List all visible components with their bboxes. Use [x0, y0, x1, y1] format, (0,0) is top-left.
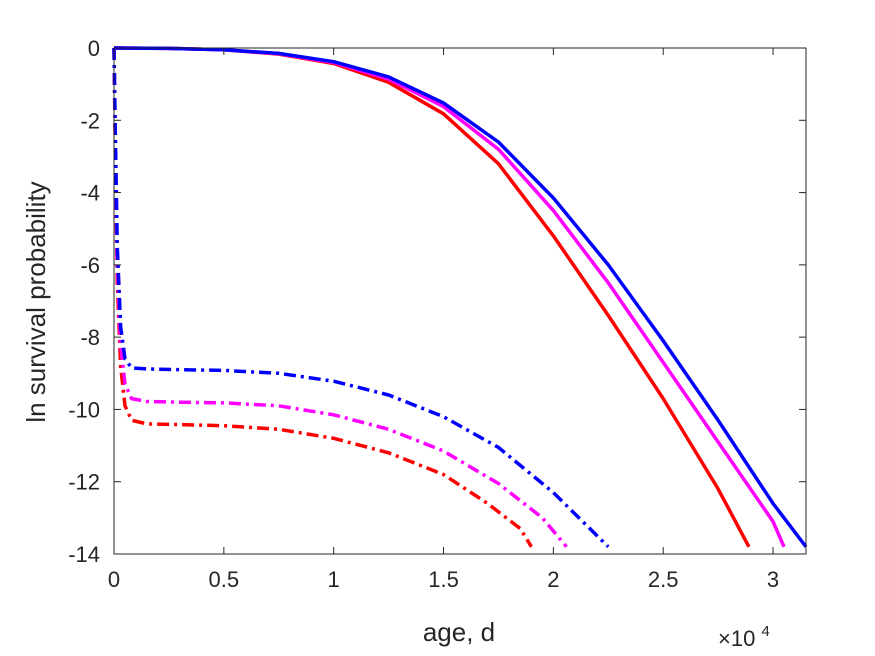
- y-axis-title: ln survival probability: [21, 181, 51, 422]
- plot-frame: [113, 47, 807, 555]
- x-tick-label: 1.5: [428, 567, 459, 592]
- y-tick-label: -4: [80, 181, 100, 206]
- x-tick-label: 1: [328, 567, 340, 592]
- x-tick-label: 0.5: [209, 567, 240, 592]
- x-tick-label: 0: [108, 567, 120, 592]
- ticks-layer: 0 0.5 1 1.5 2 2.5 3 0 -2 -4 -6 -8 -10 -12 -14: [68, 36, 806, 592]
- x-axis-title: age, d: [423, 617, 495, 647]
- x-multiplier-exponent: 4: [761, 623, 769, 640]
- y-tick-label: -12: [68, 470, 100, 495]
- series-line-3: [113, 46, 808, 548]
- x-tick-label: 2.5: [648, 567, 679, 592]
- y-tick-label: -6: [80, 253, 100, 278]
- y-tick-label: -2: [80, 108, 100, 133]
- y-tick-label: -14: [68, 542, 100, 567]
- y-tick-label: -8: [80, 325, 100, 350]
- x-tick-label: 2: [547, 567, 559, 592]
- series-line-6: [112, 47, 610, 549]
- y-tick-label: 0: [88, 36, 100, 61]
- x-multiplier-base: ×10: [718, 626, 755, 651]
- axes-layer: [113, 47, 807, 555]
- x-tick-label: 3: [767, 567, 779, 592]
- y-tick-label: -10: [68, 397, 100, 422]
- x-multiplier: ×10 4: [718, 623, 770, 651]
